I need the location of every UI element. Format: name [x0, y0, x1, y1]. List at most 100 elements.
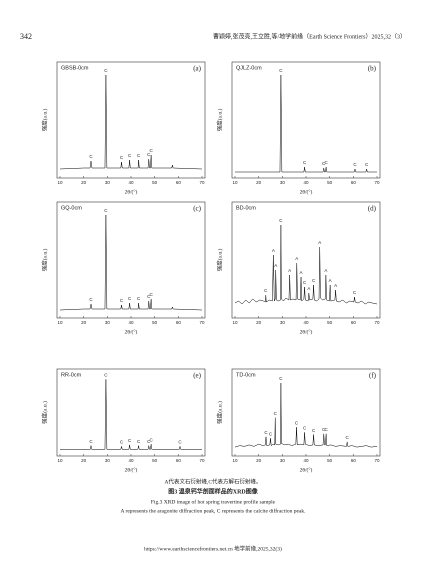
y-axis-label: 强度(a.u.)	[40, 109, 48, 132]
chart-panel: TD-0cm (f)强度(a.u.)2θ/(°)10 20 30 40 50 60 70C CC…	[215, 368, 381, 473]
peak-label: C	[149, 148, 153, 153]
peak-label: C	[279, 376, 283, 381]
sample-title: QJLZ-0cm	[236, 65, 262, 71]
sample-title: GBSB-0cm	[61, 65, 89, 71]
peak-label: C	[147, 152, 151, 157]
peak-label: C	[353, 290, 357, 295]
chart-panel: BD-0cm (d)强度(a.u.)2θ/(°)10 20 30 40 50 60 70CAA…	[215, 201, 381, 335]
peak-label: C	[312, 428, 316, 433]
x-tick-label: 60	[176, 320, 182, 325]
x-tick-label: 20	[81, 320, 87, 325]
sample-title: BD-0cm	[236, 205, 256, 211]
x-tick-label: 60	[176, 458, 182, 463]
x-tick-label: 60	[351, 320, 357, 325]
peak-label: C	[264, 288, 268, 293]
x-tick-label: 40	[128, 180, 134, 185]
x-tick-label: 40	[303, 180, 309, 185]
x-tick-label: 70	[374, 180, 380, 185]
peak-label: A	[307, 286, 310, 291]
peak-label: A	[274, 263, 277, 268]
x-tick-label: 30	[280, 458, 286, 463]
peak-label: C	[89, 439, 93, 444]
sample-title: GQ-0cm	[61, 205, 82, 211]
panel-label: (e)	[193, 372, 201, 380]
x-tick-label: 70	[199, 320, 205, 325]
peak-label: C	[149, 437, 153, 442]
plot-frame	[56, 61, 206, 179]
x-tick-label: 10	[232, 180, 238, 185]
peak-label: C	[303, 280, 307, 285]
y-axis-label: 强度(a.u.)	[215, 109, 223, 132]
x-tick-label: 30	[280, 180, 286, 185]
x-tick-label: 30	[105, 320, 111, 325]
y-axis-label: 强度(a.u.)	[215, 401, 223, 424]
panel-label: (d)	[368, 205, 377, 213]
peak-label: C	[264, 430, 268, 435]
xrd-line	[234, 383, 378, 448]
peak-label: C	[149, 292, 153, 297]
peak-label: C	[274, 411, 278, 416]
peak-label: A	[334, 283, 337, 288]
peak-label: C	[279, 218, 283, 223]
peak-label: A	[272, 248, 275, 253]
x-tick-label: 50	[327, 458, 333, 463]
x-tick-label: 20	[256, 320, 262, 325]
x-tick-label: 40	[303, 458, 309, 463]
peak-label: C	[269, 431, 273, 436]
y-axis-label: 强度(a.u.)	[40, 249, 48, 272]
peak-label: C	[303, 160, 307, 165]
x-axis-label: 2θ/(°)	[300, 328, 313, 335]
xrd-line	[235, 74, 377, 173]
sample-title: TD-0cm	[236, 372, 256, 378]
x-tick-label: 70	[374, 458, 380, 463]
xrd-line	[59, 214, 203, 311]
x-tick-label: 10	[57, 458, 63, 463]
x-tick-label: 40	[303, 320, 309, 325]
peak-label: C	[147, 294, 151, 299]
peak-label: A	[300, 270, 303, 275]
peak-label: A	[324, 268, 327, 273]
running-title: 曹颖婷,张茂亮,王立胜,等/地学前缘（Earth Science Frontie…	[213, 32, 406, 40]
peak-label: C	[279, 68, 283, 73]
peak-label: A	[295, 256, 298, 261]
peak-label: C	[312, 278, 316, 283]
x-axis-label: 2θ/(°)	[125, 328, 138, 335]
peak-label: C	[147, 439, 151, 444]
x-tick-label: 70	[199, 180, 205, 185]
caption-title-en: Fig.3 XRD image of hot spring travertine…	[151, 498, 276, 505]
x-tick-label: 70	[374, 320, 380, 325]
x-tick-label: 50	[327, 320, 333, 325]
peak-label: C	[137, 296, 141, 301]
peak-label: C	[178, 440, 182, 445]
x-tick-label: 40	[128, 320, 134, 325]
peak-label: A	[288, 268, 291, 273]
peak-label: A	[318, 240, 321, 245]
x-tick-label: 20	[81, 458, 87, 463]
x-tick-label: 70	[199, 458, 205, 463]
x-tick-label: 10	[57, 180, 63, 185]
caption-note-en: A represents the aragonite diffraction p…	[120, 507, 306, 514]
peak-label: C	[128, 296, 132, 301]
y-axis-label: 强度(a.u.)	[40, 401, 48, 424]
x-tick-label: 30	[280, 320, 286, 325]
x-tick-label: 30	[105, 458, 111, 463]
caption-note: A代表文石衍射峰,C代表方解石衍射峰。	[164, 477, 261, 485]
x-tick-label: 60	[351, 180, 357, 185]
x-tick-label: 20	[256, 180, 262, 185]
peak-label: C	[104, 208, 108, 213]
peak-label: C	[89, 297, 93, 302]
panel-label: (f)	[369, 372, 377, 380]
x-tick-label: 10	[232, 458, 238, 463]
chart-panel: QJLZ-0cm (b) 强度(a.u.) 2θ/(°) 10 20 30 40 50 60 70 C…	[215, 61, 381, 195]
peak-label: C	[89, 154, 93, 159]
x-tick-label: 50	[327, 180, 333, 185]
xrd-line	[234, 224, 378, 305]
chart-panel: RR-0cm (e)强度(a.u.)2θ/(°)10 20 30 40 50 60 70CCC…	[40, 368, 206, 473]
chart-panel: GQ-0cm (c)强度(a.u.)2θ/(°)10 20 30 40 50 60 70CCC…	[40, 201, 206, 335]
x-axis-label: 2θ/(°)	[300, 466, 313, 473]
panel-label: (a)	[193, 65, 201, 73]
peak-label: C	[120, 155, 124, 160]
peak-label: C	[303, 426, 307, 431]
